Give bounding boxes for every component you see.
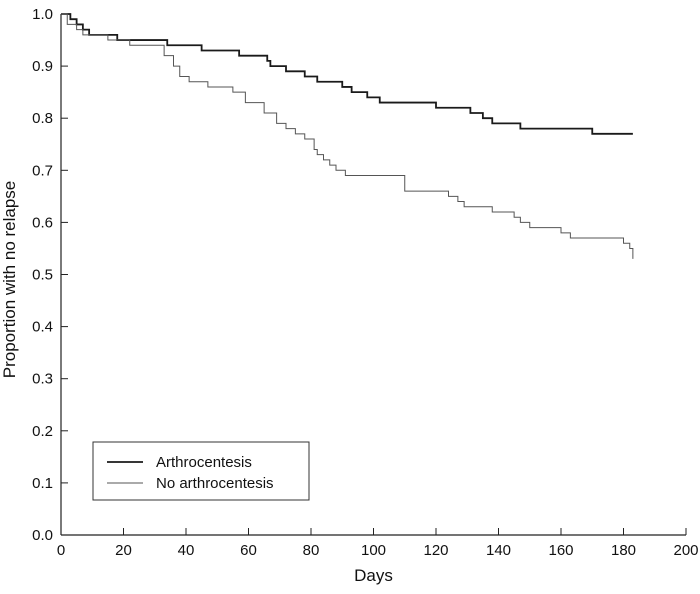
y-tick-label: 0.7	[32, 162, 53, 179]
legend-label-arthrocentesis: Arthrocentesis	[156, 454, 252, 471]
x-tick-label: 200	[673, 542, 698, 559]
x-tick-label: 160	[548, 542, 573, 559]
series-layer	[61, 13, 634, 259]
x-tick-label: 60	[240, 542, 257, 559]
y-tick-label: 0.3	[32, 371, 53, 388]
x-tick-label: 180	[611, 542, 636, 559]
x-axis-title: Days	[354, 566, 393, 585]
x-tick-label: 80	[303, 542, 320, 559]
y-axis: 0.0 0.1 0.2 0.3 0.4 0.5 0.6 0.7 0.8 0.9 1.0	[32, 6, 68, 544]
legend-box	[92, 441, 310, 501]
series-line-no-arthrocentesis	[61, 13, 634, 259]
legend: Arthrocentesis No arthrocentesis	[92, 441, 310, 501]
y-tick-label: 1.0	[32, 6, 53, 23]
y-axis-title: Proportion with no relapse	[0, 181, 19, 379]
x-tick-label: 140	[486, 542, 511, 559]
y-tick-label: 0.4	[32, 319, 53, 336]
x-tick-label: 0	[57, 542, 65, 559]
series-line-arthrocentesis	[61, 13, 633, 135]
x-tick-label: 20	[115, 542, 132, 559]
x-tick-label: 40	[178, 542, 195, 559]
legend-label-no-arthrocentesis: No arthrocentesis	[156, 475, 274, 492]
y-tick-label: 0.8	[32, 110, 53, 127]
y-tick-label: 0.1	[32, 475, 53, 492]
x-tick-label: 100	[361, 542, 386, 559]
y-tick-label: 0.2	[32, 423, 53, 440]
x-axis: 0 20 40 60 80 100 120 140 160 180 200	[57, 528, 699, 559]
y-tick-label: 0.5	[32, 267, 53, 284]
y-tick-label: 0.9	[32, 58, 53, 75]
y-tick-label: 0.0	[32, 527, 53, 544]
x-tick-label: 120	[423, 542, 448, 559]
y-tick-label: 0.6	[32, 214, 53, 231]
